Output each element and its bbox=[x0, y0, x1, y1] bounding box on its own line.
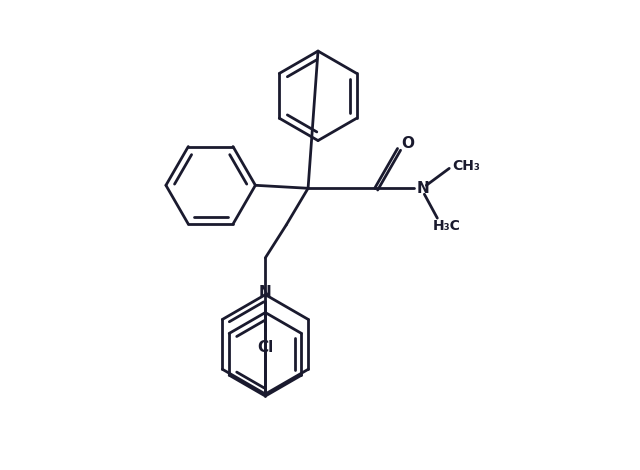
Text: CH₃: CH₃ bbox=[452, 159, 480, 173]
Text: H₃C: H₃C bbox=[433, 219, 460, 233]
Text: N: N bbox=[417, 181, 429, 196]
Text: N: N bbox=[259, 285, 272, 300]
Text: O: O bbox=[401, 136, 415, 151]
Text: Cl: Cl bbox=[257, 340, 273, 355]
